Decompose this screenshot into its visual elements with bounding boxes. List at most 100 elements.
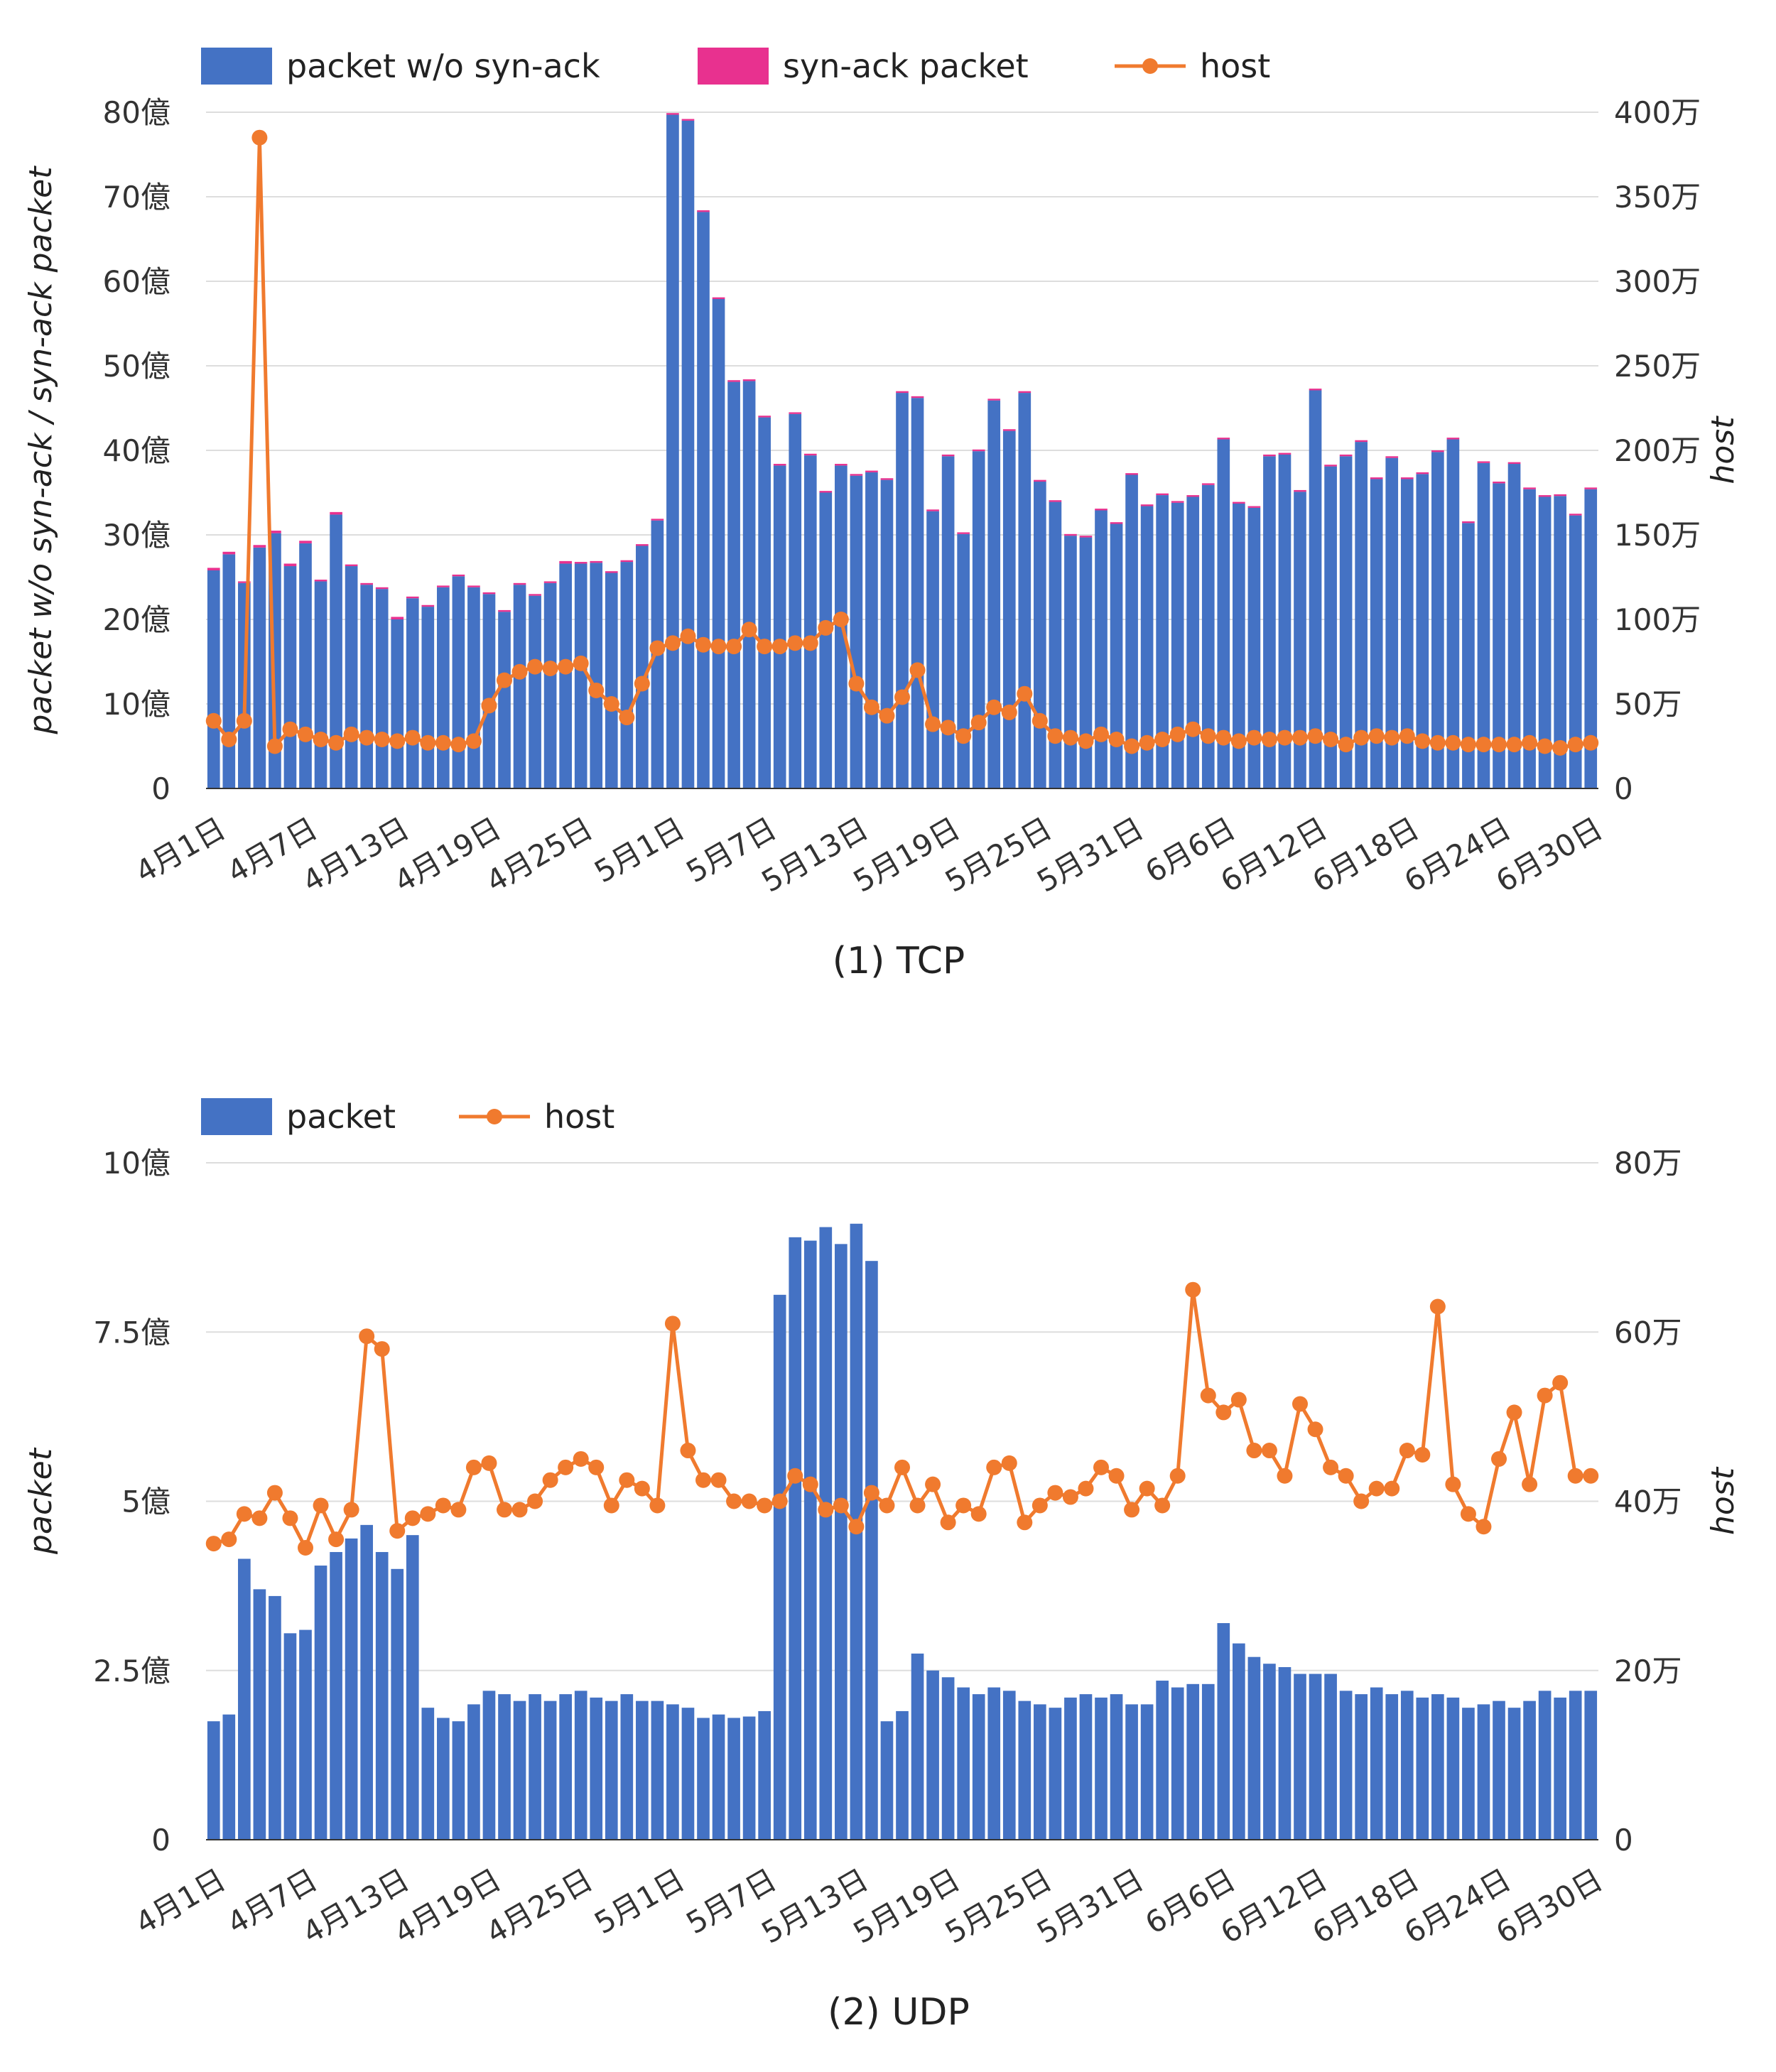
tcp-host-point [1093,726,1109,742]
tcp-x-tick-label: 5月13日 [756,810,875,899]
udp-bar-packet [1462,1708,1475,1840]
tcp-host-point [435,734,451,751]
tcp-host-point [1001,704,1017,720]
udp-bar-packet [1554,1697,1566,1840]
tcp-bar-synack [1431,450,1444,452]
tcp-bar-synack [1569,514,1582,516]
tcp-bar-packet [1339,456,1353,788]
udp-host-point [649,1497,666,1514]
tcp-host-point [359,729,375,746]
tcp-bar-packet [1247,507,1261,788]
tcp-left-tick-label: 50億 [103,349,170,384]
udp-host-point [588,1459,605,1475]
tcp-bar-packet [299,543,312,788]
tcp-right-tick-label: 0 [1614,771,1633,806]
udp-bar-packet [437,1718,450,1840]
tcp-host-point [1047,728,1063,744]
tcp-bar-synack [590,560,603,563]
udp-host-point [741,1493,757,1509]
udp-left-axis-title: packet [23,1447,59,1555]
tcp-host-point [511,663,528,680]
tcp-x-tick-label: 5月25日 [939,810,1058,899]
udp-bar-packet [1156,1681,1169,1840]
udp-bar-packet [1309,1674,1322,1840]
udp-host-point [894,1459,910,1475]
tcp-bar-synack [1554,494,1566,497]
udp-bar-packet [406,1535,419,1840]
tcp-bar-synack [406,596,419,599]
tcp-host-point [251,129,268,146]
udp-host-point [1567,1468,1583,1484]
tcp-bar-synack [1309,389,1322,391]
tcp-bar-packet [1049,501,1062,788]
tcp-bar-packet [681,120,695,788]
udp-host-point [1384,1480,1400,1497]
tcp-bar-synack [269,531,281,533]
udp-host-point [420,1506,436,1522]
tcp-bar-packet [666,114,679,788]
udp-right-axis-title: host [1705,1466,1741,1535]
tcp-bar-synack [299,541,312,543]
tcp-bar-synack [574,562,588,564]
tcp-bar-synack [238,581,251,583]
udp-chart: 02.5億5億7.5億10億020万40万60万80万4月1日4月7日4月13日… [23,1097,1741,2034]
tcp-host-point [1246,729,1262,746]
udp-bar-packet [1446,1697,1460,1840]
udp-right-tick-label: 20万 [1614,1654,1682,1688]
tcp-bar-packet [1171,502,1184,788]
udp-bar-packet [269,1595,281,1840]
udp-bar-packet [1233,1643,1245,1840]
tcp-bar-packet [972,451,985,788]
udp-host-point [1124,1502,1140,1518]
udp-bar-packet [727,1718,740,1840]
udp-bar-packet [1339,1691,1353,1840]
tcp-bar-synack [941,454,955,457]
udp-host-point [1047,1485,1063,1501]
tcp-host-point [1491,737,1507,753]
tcp-bar-synack [605,571,618,573]
tcp-bar-packet [406,598,419,788]
tcp-host-point [757,639,773,655]
tcp-bar-synack [620,560,634,563]
tcp-bar-packet [926,511,939,788]
tcp-bar-packet [375,589,389,788]
tcp-host-point [374,731,390,747]
tcp-x-tick-label: 4月25日 [480,810,599,899]
tcp-bar-packet [1034,482,1046,788]
tcp-bar-synack [666,113,679,115]
udp-bar-packet [1324,1674,1337,1840]
tcp-bar-synack [1171,501,1184,503]
udp-x-tick-label: 6月12日 [1215,1862,1333,1951]
udp-bar-packet [574,1691,588,1840]
udp-legend-label: packet [286,1097,396,1136]
tcp-host-point [925,716,941,732]
tcp-host-point [573,655,589,671]
tcp-bar-packet [1370,479,1383,788]
tcp-bar-synack [1493,482,1505,484]
tcp-bar-packet [605,573,618,788]
tcp-bar-packet [513,585,526,788]
tcp-bar-synack [1462,521,1475,524]
tcp-bar-synack [482,592,496,595]
tcp-bar-synack [835,464,848,466]
udp-host-point [236,1506,252,1522]
udp-host-point [726,1493,742,1509]
udp-bar-packet [1294,1674,1306,1840]
tcp-host-point [1384,729,1400,746]
tcp-bar-packet [789,413,802,788]
tcp-bar-packet [529,595,541,788]
tcp-bar-packet [1400,479,1414,788]
tcp-bar-packet [1140,506,1154,788]
tcp-host-point [1078,733,1094,749]
tcp-left-tick-label: 70億 [103,180,170,215]
udp-bar-packet [1171,1687,1184,1840]
tcp-bar-packet [727,381,740,788]
tcp-bar-synack [253,545,266,548]
tcp-host-point [1032,712,1048,729]
udp-host-point [527,1493,543,1509]
udp-host-point [435,1497,451,1514]
udp-host-point [757,1497,773,1514]
udp-host-point [205,1536,222,1552]
tcp-bar-synack [391,617,404,619]
udp-host-point [619,1472,635,1488]
